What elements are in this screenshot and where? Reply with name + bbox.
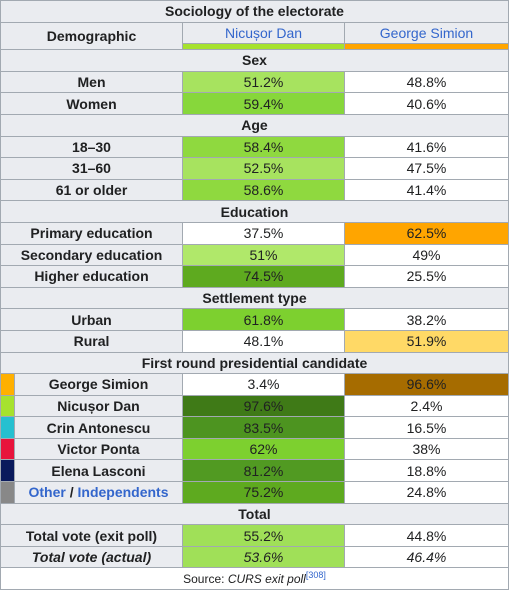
table-row: Victor Ponta 62% 38% (0, 437, 509, 461)
value-cell: 16.5% (344, 416, 509, 439)
value-cell: 48.1% (182, 329, 345, 353)
section-header: Education (0, 200, 509, 223)
candidate-2-header[interactable]: George Simion (344, 21, 509, 45)
candidate-color-swatch (0, 459, 15, 483)
row-label: Elena Lasconi (14, 459, 183, 483)
value-cell: 52.5% (182, 157, 345, 180)
candidate-color-swatch (0, 416, 15, 439)
candidate-color-swatch (0, 437, 15, 461)
table-row: 31–60 52.5% 47.5% (0, 157, 509, 180)
row-label: Urban (0, 308, 183, 331)
source-name: CURS exit poll (227, 571, 306, 586)
row-label: Higher education (0, 265, 183, 288)
label-separator: / (65, 484, 78, 501)
table-row: Urban 61.8% 38.2% (0, 308, 509, 331)
row-label: Women (0, 92, 183, 115)
row-label: Men (0, 70, 183, 94)
candidate-color-swatch (0, 394, 15, 418)
row-label: Secondary education (0, 243, 183, 267)
value-cell: 51.9% (344, 329, 509, 353)
table-row: Secondary education 51% 49% (0, 243, 509, 267)
candidate-color-swatch (0, 373, 15, 396)
value-cell: 46.4% (344, 545, 509, 569)
value-cell: 49% (344, 243, 509, 267)
table-row: Total vote (actual) 53.6% 46.4% (0, 545, 509, 569)
row-label: Other / Independents (14, 481, 183, 504)
section-header: Age (0, 113, 509, 137)
value-cell: 41.4% (344, 178, 509, 202)
value-cell: 44.8% (344, 524, 509, 547)
source-prefix: Source: (183, 571, 228, 586)
value-cell: 51.2% (182, 70, 345, 94)
table-row: George Simion 3.4% 96.6% (0, 373, 509, 396)
candidate-1-link[interactable]: Nicușor Dan (224, 24, 303, 41)
row-label: 18–30 (0, 135, 183, 159)
table-row: Women 59.4% 40.6% (0, 92, 509, 115)
row-label: Rural (0, 329, 183, 353)
candidate-2-link[interactable]: George Simion (379, 24, 474, 41)
row-label: 31–60 (0, 157, 183, 180)
value-cell: 40.6% (344, 92, 509, 115)
row-label: Crin Antonescu (14, 416, 183, 439)
row-label: Primary education (0, 221, 183, 245)
value-cell: 48.8% (344, 70, 509, 94)
value-cell: 97.6% (182, 394, 345, 418)
table-row: Total vote (exit poll) 55.2% 44.8% (0, 524, 509, 547)
value-cell: 58.6% (182, 178, 345, 202)
value-cell: 51% (182, 243, 345, 267)
table-row: 61 or older 58.6% 41.4% (0, 178, 509, 202)
table-row: Primary education 37.5% 62.5% (0, 221, 509, 245)
value-cell: 47.5% (344, 157, 509, 180)
table-title: Sociology of the electorate (0, 0, 509, 23)
value-cell: 25.5% (344, 265, 509, 288)
table-row: Nicușor Dan 97.6% 2.4% (0, 394, 509, 418)
value-cell: 81.2% (182, 459, 345, 483)
value-cell: 62% (182, 437, 345, 461)
section-header: Sex (0, 49, 509, 72)
row-label: 61 or older (0, 178, 183, 202)
other-link[interactable]: Other (28, 484, 66, 501)
value-cell: 74.5% (182, 265, 345, 288)
candidate-2-color-bar (344, 43, 509, 51)
table-row: Higher education 74.5% 25.5% (0, 265, 509, 288)
table-row: Other / Independents 75.2% 24.8% (0, 481, 509, 504)
table-row: Men 51.2% 48.8% (0, 70, 509, 94)
value-cell: 2.4% (344, 394, 509, 418)
section-header: Total (0, 502, 509, 526)
table-row: Rural 48.1% 51.9% (0, 329, 509, 353)
row-label: George Simion (14, 373, 183, 396)
value-cell: 61.8% (182, 308, 345, 331)
value-cell: 18.8% (344, 459, 509, 483)
candidate-1-header[interactable]: Nicușor Dan (182, 21, 345, 45)
reference-link[interactable]: [308] (305, 569, 326, 580)
row-label: Victor Ponta (14, 437, 183, 461)
table-row: Crin Antonescu 83.5% 16.5% (0, 416, 509, 439)
table-row: Elena Lasconi 81.2% 18.8% (0, 459, 509, 483)
value-cell: 59.4% (182, 92, 345, 115)
candidate-color-swatch (0, 481, 15, 504)
value-cell: 24.8% (344, 481, 509, 504)
value-cell: 38% (344, 437, 509, 461)
independents-link[interactable]: Independents (77, 484, 169, 501)
value-cell: 37.5% (182, 221, 345, 245)
table-row: 18–30 58.4% 41.6% (0, 135, 509, 159)
source-note: Source: CURS exit poll[308] (0, 567, 509, 591)
value-cell: 75.2% (182, 481, 345, 504)
value-cell: 96.6% (344, 373, 509, 396)
value-cell: 62.5% (344, 221, 509, 245)
value-cell: 58.4% (182, 135, 345, 159)
section-header: Settlement type (0, 286, 509, 310)
demographic-header: Demographic (0, 21, 183, 51)
value-cell: 3.4% (182, 373, 345, 396)
value-cell: 55.2% (182, 524, 345, 547)
value-cell: 53.6% (182, 545, 345, 569)
value-cell: 41.6% (344, 135, 509, 159)
value-cell: 38.2% (344, 308, 509, 331)
value-cell: 83.5% (182, 416, 345, 439)
section-header: First round presidential candidate (0, 351, 509, 375)
row-label: Total vote (exit poll) (0, 524, 183, 547)
row-label: Total vote (actual) (0, 545, 183, 569)
row-label: Nicușor Dan (14, 394, 183, 418)
